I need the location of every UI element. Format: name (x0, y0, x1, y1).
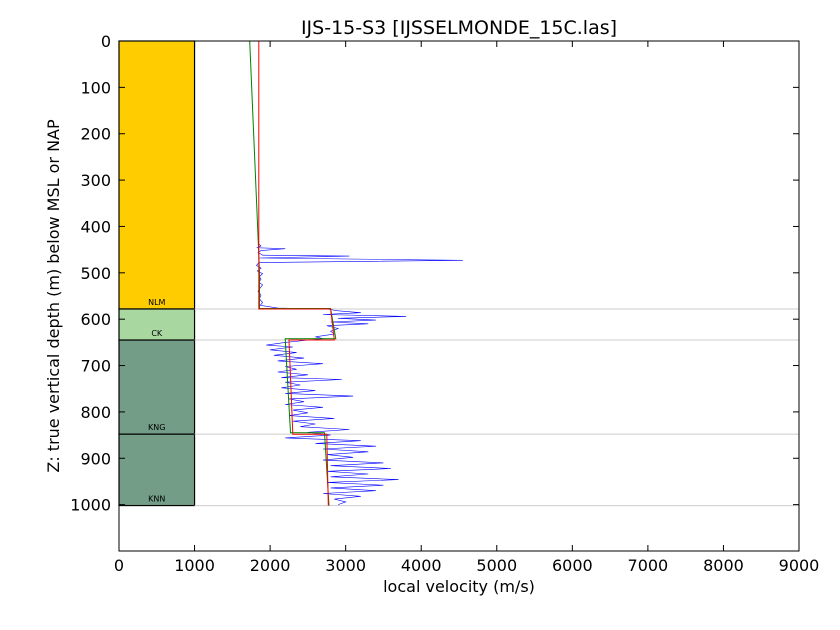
x-tick-label: 5000 (476, 556, 517, 575)
formation-label-nlm: NLM (148, 298, 165, 307)
x-tick-label: 7000 (628, 556, 669, 575)
x-tick-label: 3000 (325, 556, 366, 575)
y-tick-label: 1000 (70, 496, 111, 515)
y-tick-label: 100 (80, 78, 111, 97)
formation-block-nlm (118, 40, 196, 310)
formation-block-knn (118, 433, 196, 507)
y-tick-label: 900 (80, 449, 111, 468)
x-tick-label: 6000 (552, 556, 593, 575)
y-tick-label: 700 (80, 357, 111, 376)
formation-label-knn: KNN (148, 495, 165, 504)
formation-label-kng: KNG (148, 423, 165, 432)
y-tick-label: 600 (80, 310, 111, 329)
formation-label-ck: CK (151, 329, 163, 338)
y-tick-label: 300 (80, 171, 111, 190)
x-tick-label: 4000 (401, 556, 442, 575)
y-tick-label: 0 (101, 32, 111, 51)
y-tick-label: 800 (80, 403, 111, 422)
chart-title: IJS-15-S3 [IJSSELMONDE_15C.las] (301, 17, 617, 39)
series-line-1 (249, 40, 337, 506)
x-tick-label: 9000 (779, 556, 820, 575)
y-axis-label: Z: true vertical depth (m) below MSL or … (44, 119, 63, 473)
y-tick-label: 200 (80, 125, 111, 144)
x-tick-label: 1000 (174, 556, 215, 575)
series-line-2 (258, 41, 335, 506)
plot-frame (118, 40, 800, 552)
y-tick-label: 400 (80, 217, 111, 236)
x-tick-label: 2000 (250, 556, 291, 575)
y-tick-label: 500 (80, 264, 111, 283)
y-axis: 0 100 200 300 400 500 600 700 800 900 1000 (70, 32, 799, 515)
plot-area: NLM CK KNG KNN (118, 40, 799, 507)
x-tick-label: 0 (114, 556, 124, 575)
x-axis: 0 1000 2000 3000 4000 5000 6000 7000 8000 9000 (114, 41, 819, 575)
x-axis-label: local velocity (m/s) (383, 577, 535, 596)
formation-block-kng (118, 339, 196, 435)
x-tick-label: 8000 (703, 556, 744, 575)
